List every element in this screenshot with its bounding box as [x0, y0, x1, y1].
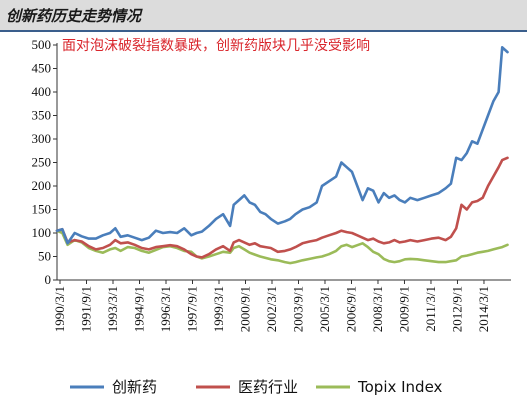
x-tick-label: 2014/3/1 [476, 286, 491, 332]
x-tick-label: 1990/3/1 [52, 286, 67, 332]
x-tick-label: 2006/9/1 [343, 286, 358, 332]
x-tick-label: 2011/3/1 [423, 286, 438, 332]
x-tick-label: 2008/3/1 [370, 286, 385, 332]
y-tick-label: 200 [32, 178, 52, 193]
legend-label: Topix Index [357, 378, 443, 396]
y-tick-label: 0 [45, 272, 52, 287]
x-tick-label: 1996/3/1 [158, 286, 173, 332]
series-line [55, 45, 509, 245]
y-tick-label: 250 [32, 155, 52, 170]
chart-annotation: 面对泡沫破裂指数暴跌，创新药版块几乎没受影响 [62, 38, 370, 54]
x-tick-label: 2003/9/1 [290, 286, 305, 332]
y-tick-label: 50 [38, 249, 51, 264]
x-tick-label: 2012/9/1 [449, 286, 464, 332]
chart-series [55, 45, 509, 265]
y-tick-label: 450 [32, 61, 52, 76]
x-tick-label: 2005/3/1 [317, 286, 332, 332]
legend-label: 医药行业 [238, 378, 298, 396]
y-tick-label: 500 [32, 37, 52, 52]
x-tick-label: 1999/3/1 [211, 286, 226, 332]
x-tick-label: 1993/3/1 [105, 286, 120, 332]
y-tick-label: 300 [32, 131, 52, 146]
x-tick-label: 2000/9/1 [237, 286, 252, 332]
chart-axes: 0 50 100 150 200 250 300 350 400 450 500 1990/3/1 19… [32, 37, 511, 332]
x-tick-label: 1991/9/1 [79, 286, 94, 332]
x-tick-label: 2009/9/1 [396, 286, 411, 332]
y-tick-label: 350 [32, 108, 52, 123]
series-line [55, 229, 509, 265]
x-tick-label: 1997/9/1 [184, 286, 199, 332]
page-title: 创新药历史走势情况 [6, 7, 142, 25]
x-tick-label: 1994/9/1 [131, 286, 146, 332]
y-tick-label: 100 [32, 225, 52, 240]
y-tick-label: 400 [32, 84, 52, 99]
y-tick-label: 150 [32, 202, 52, 217]
series-line [55, 156, 509, 259]
title-bar: 创新药历史走势情况 [0, 0, 527, 30]
chart-legend: 创新药 医药行业 Topix Index [70, 378, 443, 396]
x-tick-label: 2002/3/1 [264, 286, 279, 332]
legend-label: 创新药 [112, 378, 157, 396]
title-divider [0, 30, 527, 32]
